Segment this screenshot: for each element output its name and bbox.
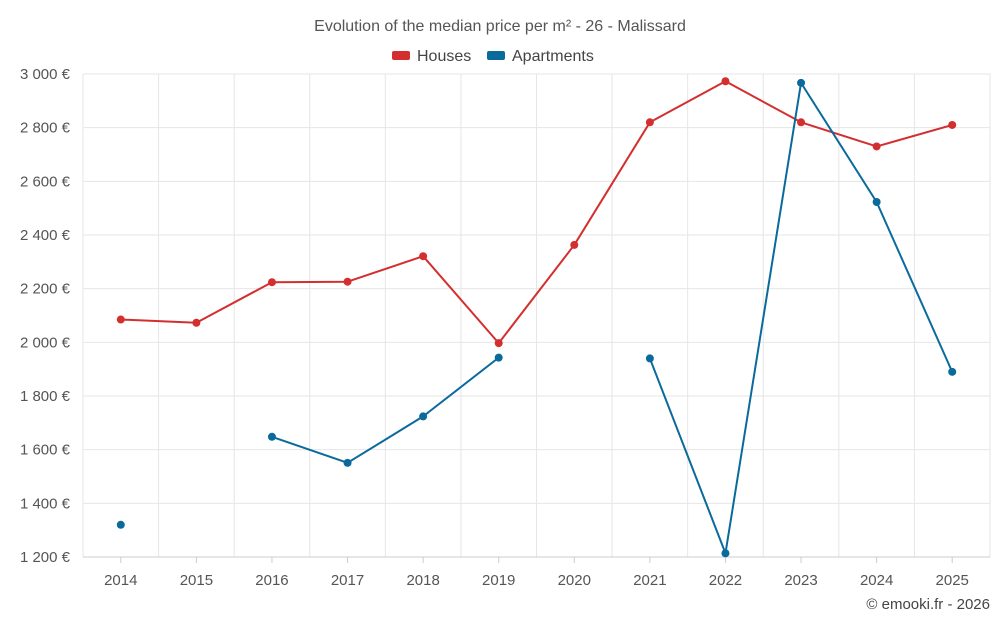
series-line-houses — [120, 80, 953, 345]
y-tick-label: 3 000 € — [20, 66, 71, 83]
grid — [82, 73, 991, 557]
y-tick-label: 2 800 € — [20, 120, 71, 137]
data-point-apartments[interactable] — [419, 412, 428, 421]
x-tick-label: 2017 — [331, 572, 364, 589]
data-point-apartments[interactable] — [721, 549, 730, 558]
data-point-apartments[interactable] — [645, 354, 654, 363]
x-tick-label: 2023 — [784, 572, 817, 589]
legend-swatch-apartments — [487, 51, 505, 60]
series — [116, 77, 957, 558]
data-point-houses[interactable] — [267, 278, 276, 287]
x-tick-label: 2018 — [406, 572, 439, 589]
series-line-apartments — [648, 81, 954, 555]
credit-text: © emooki.fr - 2026 — [866, 596, 990, 613]
data-point-apartments[interactable] — [948, 367, 957, 376]
data-point-apartments[interactable] — [116, 520, 125, 529]
y-tick-label: 2 600 € — [20, 173, 71, 190]
data-point-apartments[interactable] — [494, 353, 503, 362]
x-tick-label: 2024 — [860, 572, 893, 589]
data-point-houses[interactable] — [872, 142, 881, 151]
chart-title: Evolution of the median price per m² - 2… — [314, 18, 686, 35]
legend-label-apartments: Apartments — [512, 48, 594, 65]
series-houses — [116, 77, 957, 348]
y-tick-label: 2 400 € — [20, 227, 71, 244]
legend-swatch-houses — [392, 51, 410, 60]
data-point-houses[interactable] — [645, 118, 654, 127]
data-point-houses[interactable] — [494, 339, 503, 348]
y-tick-label: 1 200 € — [20, 549, 71, 566]
y-tick-label: 2 200 € — [20, 281, 71, 298]
legend: Houses Apartments — [392, 48, 594, 65]
y-tick-label: 1 600 € — [20, 442, 71, 459]
x-tick-label: 2021 — [633, 572, 666, 589]
x-tick-label: 2019 — [482, 572, 515, 589]
data-point-apartments[interactable] — [267, 432, 276, 441]
data-point-houses[interactable] — [343, 277, 352, 286]
x-tick-label: 2025 — [936, 572, 969, 589]
data-point-houses[interactable] — [570, 240, 579, 249]
data-point-houses[interactable] — [419, 252, 428, 261]
data-point-houses[interactable] — [116, 315, 125, 324]
y-tick-label: 1 400 € — [20, 495, 71, 512]
data-point-apartments[interactable] — [343, 458, 352, 467]
y-tick-label: 1 800 € — [20, 388, 71, 405]
data-point-houses[interactable] — [948, 120, 957, 129]
y-tick-label: 2 000 € — [20, 334, 71, 351]
data-point-houses[interactable] — [192, 318, 201, 327]
data-point-apartments[interactable] — [797, 78, 806, 87]
data-point-houses[interactable] — [721, 77, 730, 86]
data-point-apartments[interactable] — [872, 197, 881, 206]
x-tick-label: 2020 — [558, 572, 591, 589]
series-apartments — [116, 78, 957, 558]
legend-item-houses[interactable]: Houses — [392, 48, 471, 65]
data-point-houses[interactable] — [797, 118, 806, 127]
axes: 1 200 € 1 400 € 1 600 € 1 800 € 2 000 € 2 200… — [20, 66, 990, 589]
x-tick-label: 2014 — [104, 572, 137, 589]
x-tick-label: 2022 — [709, 572, 742, 589]
legend-label-houses: Houses — [417, 48, 471, 65]
x-tick-label: 2016 — [255, 572, 288, 589]
legend-item-apartments[interactable]: Apartments — [487, 48, 594, 65]
x-tick-label: 2015 — [180, 572, 213, 589]
series-line-apartments — [271, 356, 500, 464]
